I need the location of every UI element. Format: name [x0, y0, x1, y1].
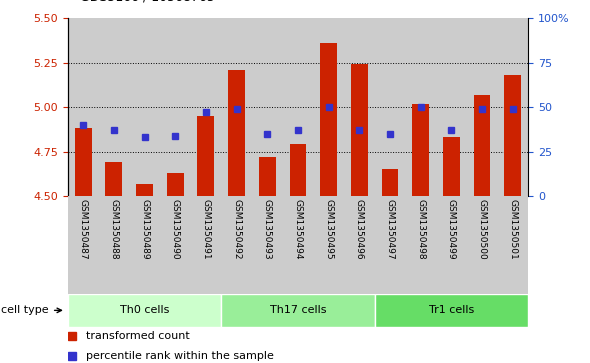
- Text: Tr1 cells: Tr1 cells: [429, 305, 474, 315]
- Text: GSM1350489: GSM1350489: [140, 199, 149, 260]
- Bar: [68, 294, 221, 327]
- Bar: [436, 18, 467, 196]
- Bar: [99, 196, 129, 294]
- Bar: [221, 294, 375, 327]
- Bar: [375, 196, 405, 294]
- Bar: [198, 116, 214, 196]
- Bar: [320, 43, 337, 196]
- Bar: [412, 103, 429, 196]
- Text: Th0 cells: Th0 cells: [120, 305, 169, 315]
- Text: GSM1350494: GSM1350494: [293, 199, 303, 260]
- Text: GSM1350488: GSM1350488: [109, 199, 119, 260]
- Text: GSM1350490: GSM1350490: [171, 199, 180, 260]
- Bar: [382, 169, 398, 196]
- Bar: [129, 196, 160, 294]
- Bar: [68, 18, 99, 196]
- Bar: [467, 196, 497, 294]
- Bar: [497, 18, 528, 196]
- Bar: [252, 18, 283, 196]
- Bar: [129, 18, 160, 196]
- Bar: [436, 196, 467, 294]
- Bar: [252, 196, 283, 294]
- Text: GSM1350493: GSM1350493: [263, 199, 272, 260]
- Bar: [167, 173, 183, 196]
- Text: GSM1350497: GSM1350497: [385, 199, 395, 260]
- Bar: [443, 137, 460, 196]
- Bar: [467, 18, 497, 196]
- Bar: [228, 70, 245, 196]
- Text: GDS5166 / 10568765: GDS5166 / 10568765: [80, 0, 215, 4]
- Bar: [75, 129, 91, 196]
- Bar: [160, 196, 191, 294]
- Bar: [99, 18, 129, 196]
- Text: GSM1350496: GSM1350496: [355, 199, 364, 260]
- Bar: [351, 64, 368, 196]
- Bar: [290, 144, 306, 196]
- Bar: [474, 95, 490, 196]
- Bar: [344, 18, 375, 196]
- Bar: [221, 18, 252, 196]
- Text: GSM1350495: GSM1350495: [324, 199, 333, 260]
- Text: GSM1350499: GSM1350499: [447, 199, 456, 260]
- Bar: [106, 162, 122, 196]
- Text: GSM1350498: GSM1350498: [416, 199, 425, 260]
- Text: GSM1350501: GSM1350501: [508, 199, 517, 260]
- Text: transformed count: transformed count: [86, 331, 190, 341]
- Bar: [283, 18, 313, 196]
- Bar: [221, 196, 252, 294]
- Bar: [375, 18, 405, 196]
- Bar: [504, 75, 521, 196]
- Bar: [191, 18, 221, 196]
- Text: Th17 cells: Th17 cells: [270, 305, 326, 315]
- Text: percentile rank within the sample: percentile rank within the sample: [86, 351, 274, 361]
- Bar: [259, 157, 276, 196]
- Bar: [497, 196, 528, 294]
- Text: GSM1350491: GSM1350491: [201, 199, 211, 260]
- Bar: [375, 294, 528, 327]
- Text: GSM1350500: GSM1350500: [477, 199, 487, 260]
- Text: GSM1350487: GSM1350487: [78, 199, 88, 260]
- Bar: [313, 196, 344, 294]
- Bar: [68, 196, 99, 294]
- Bar: [136, 184, 153, 196]
- Bar: [405, 18, 436, 196]
- Bar: [344, 196, 375, 294]
- Bar: [283, 196, 313, 294]
- Text: cell type: cell type: [1, 305, 61, 315]
- Bar: [191, 196, 221, 294]
- Bar: [313, 18, 344, 196]
- Bar: [405, 196, 436, 294]
- Bar: [160, 18, 191, 196]
- Text: GSM1350492: GSM1350492: [232, 199, 241, 260]
